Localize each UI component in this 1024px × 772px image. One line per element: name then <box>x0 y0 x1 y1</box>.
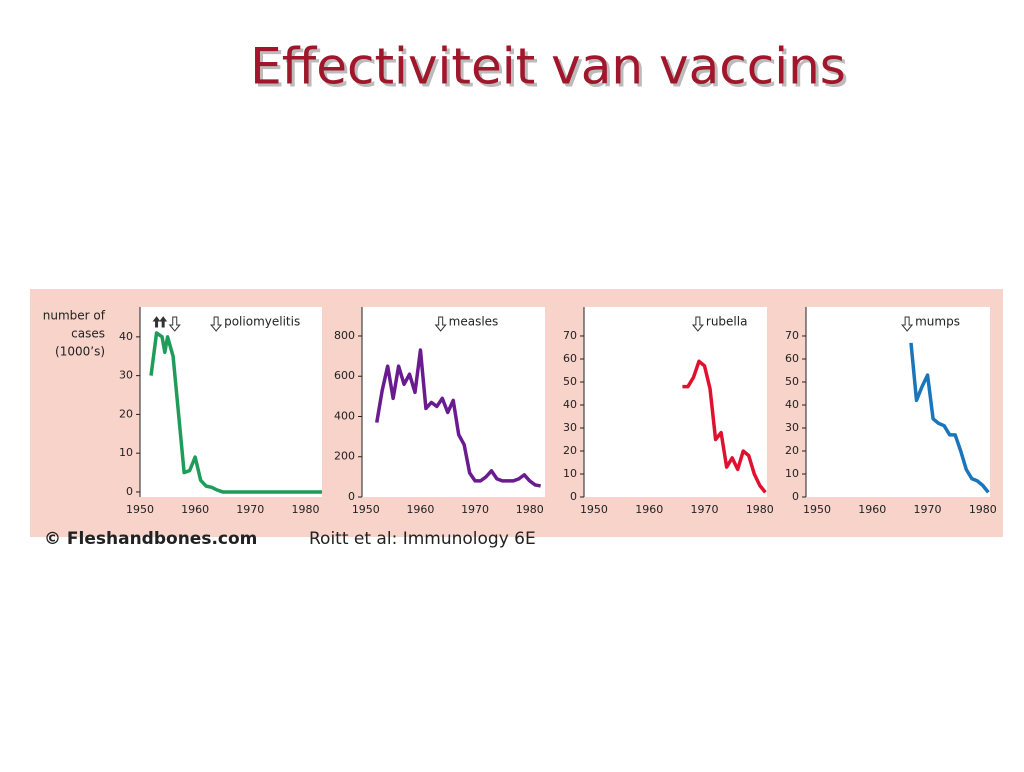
credit-text: Roitt et al: Immunology 6E <box>309 529 536 549</box>
y-tick-label: 40 <box>563 398 577 411</box>
y-tick-label: 70 <box>563 329 577 342</box>
data-line <box>682 359 767 494</box>
x-tick-label: 1980 <box>516 503 544 516</box>
x-tick-label: 1960 <box>406 503 434 516</box>
y-tick-label: 20 <box>563 444 577 457</box>
y-tick-label: 800 <box>334 329 355 342</box>
x-tick-label: 1960 <box>181 503 209 516</box>
x-tick-label: 1980 <box>969 503 997 516</box>
y-tick-label: 20 <box>785 444 799 457</box>
chart-title: poliomyelitis <box>224 315 300 329</box>
y-tick-label: 0 <box>570 490 577 503</box>
y-tick-label: 0 <box>348 490 355 503</box>
y-axis-label: number of <box>43 309 106 323</box>
y-tick-label: 600 <box>334 369 355 382</box>
title-shadow: Effectiviteit van vaccins <box>253 41 849 99</box>
arrow-up <box>152 316 161 328</box>
x-tick-label: 1970 <box>691 503 719 516</box>
y-tick-label: 10 <box>563 467 577 480</box>
x-tick-label: 1980 <box>746 503 774 516</box>
arrow-down <box>691 316 704 332</box>
y-tick-label: 50 <box>785 375 799 388</box>
x-tick-label: 1950 <box>352 503 380 516</box>
arrow-down <box>901 316 914 332</box>
y-tick-label: 60 <box>563 352 577 365</box>
arrow-up <box>159 316 168 328</box>
plot-area <box>140 307 322 497</box>
x-tick-label: 1970 <box>914 503 942 516</box>
y-axis-label: cases <box>71 327 105 341</box>
arrow-down <box>168 316 181 332</box>
y-tick-label: 60 <box>785 352 799 365</box>
y-tick-label: 10 <box>785 467 799 480</box>
y-tick-label: 0 <box>792 490 799 503</box>
x-tick-label: 1970 <box>461 503 489 516</box>
x-tick-label: 1970 <box>236 503 264 516</box>
y-tick-label: 0 <box>126 485 133 498</box>
x-tick-label: 1980 <box>291 503 319 516</box>
chart-title: rubella <box>706 315 748 329</box>
y-tick-label: 50 <box>563 375 577 388</box>
x-tick-label: 1950 <box>126 503 154 516</box>
y-tick-label: 400 <box>334 409 355 422</box>
y-axis-label: (1000’s) <box>55 345 105 359</box>
y-tick-label: 70 <box>785 329 799 342</box>
y-tick-label: 40 <box>785 398 799 411</box>
y-tick-label: 200 <box>334 450 355 463</box>
plot-area <box>806 307 990 497</box>
arrow-down <box>210 316 223 332</box>
data-line <box>909 342 990 494</box>
arrow-down <box>434 316 447 332</box>
chart-title: mumps <box>915 315 960 329</box>
y-tick-label: 30 <box>119 369 133 382</box>
slide-title: Effectiviteit van vaccins <box>250 38 846 96</box>
x-tick-label: 1960 <box>858 503 886 516</box>
y-tick-label: 40 <box>119 330 133 343</box>
data-line <box>375 348 541 488</box>
x-tick-label: 1950 <box>580 503 608 516</box>
y-tick-label: 30 <box>563 421 577 434</box>
y-tick-label: 10 <box>119 446 133 459</box>
chart-title: measles <box>449 315 499 329</box>
credit-site: © Fleshandbones.com <box>44 529 257 549</box>
y-tick-label: 20 <box>119 407 133 420</box>
data-line <box>149 331 322 494</box>
x-tick-label: 1960 <box>635 503 663 516</box>
y-tick-label: 30 <box>785 421 799 434</box>
x-tick-label: 1950 <box>803 503 831 516</box>
